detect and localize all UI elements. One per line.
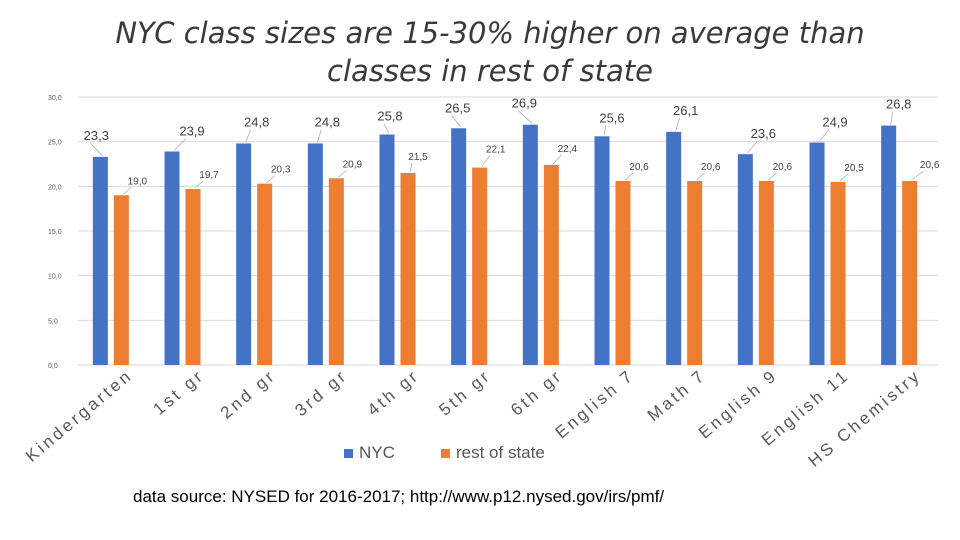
y-tick-label: 15,0 [48, 229, 62, 236]
y-tick-label: 30,0 [48, 95, 62, 102]
data-label-rest-of-state: 20,6 [629, 162, 649, 173]
x-tick-label: Math 7 [644, 366, 710, 426]
data-label-leader-nyc [316, 129, 322, 143]
data-label-leader-rest-of-state [768, 172, 777, 181]
chart-title: NYC class sizes are 15-30% higher on ave… [115, 16, 865, 88]
data-label-leader-nyc [890, 111, 894, 125]
data-label-rest-of-state: 21,5 [408, 152, 428, 163]
data-label-rest-of-state: 22,1 [486, 145, 506, 156]
x-tick-label: 6th gr [507, 366, 566, 420]
bar-rest-of-state [830, 181, 846, 365]
bar-nyc [737, 154, 753, 365]
data-label-nyc: 24,8 [244, 114, 269, 129]
x-tick-label: Kindergarten [22, 366, 136, 466]
bar-nyc [164, 151, 180, 365]
data-label-leader-rest-of-state [911, 170, 924, 181]
data-source-note: data source: NYSED for 2016-2017; http:/… [133, 487, 665, 506]
bar-rest-of-state [113, 195, 129, 365]
bar-rest-of-state [615, 180, 631, 365]
data-label-leader-nyc [245, 129, 251, 143]
bar-nyc [92, 156, 108, 365]
data-label-rest-of-state: 20,6 [701, 162, 721, 173]
bar-rest-of-state [758, 180, 774, 365]
bar-rest-of-state [472, 167, 488, 365]
bar-nyc [379, 134, 395, 365]
y-tick-label: 5,0 [48, 318, 58, 325]
data-label-leader-rest-of-state [696, 172, 705, 181]
bar-rest-of-state [257, 183, 273, 365]
data-label-leader-nyc [518, 110, 533, 124]
data-label-rest-of-state: 20,6 [773, 162, 793, 173]
data-label-leader-nyc [747, 140, 758, 154]
bar-nyc [809, 142, 825, 365]
bar-nyc [666, 131, 682, 365]
data-label-leader-nyc [603, 125, 607, 136]
data-label-leader-rest-of-state [266, 175, 275, 183]
data-label-nyc: 26,5 [445, 100, 470, 115]
bar-nyc [307, 143, 323, 365]
data-label-leader-rest-of-state [839, 173, 849, 182]
y-tick-label: 0,0 [48, 363, 58, 370]
bar-rest-of-state [400, 172, 416, 365]
legend-swatch-rest-of-state [441, 449, 450, 459]
data-label-rest-of-state: 20,5 [844, 163, 864, 174]
legend-label-nyc: NYC [359, 443, 395, 462]
data-label-leader-nyc [90, 142, 103, 157]
data-label-leader-nyc [675, 117, 681, 131]
y-tick-label: 25,0 [48, 140, 62, 147]
bar-rest-of-state [902, 180, 918, 365]
data-label-nyc: 24,9 [822, 115, 847, 130]
legend-item-rest-of-state: rest of state [441, 443, 545, 463]
data-label-nyc: 25,8 [377, 109, 402, 124]
bar-nyc [451, 128, 467, 365]
data-label-leader-rest-of-state [123, 187, 132, 195]
legend-label-rest-of-state: rest of state [456, 443, 545, 462]
data-label-nyc: 23,9 [179, 123, 204, 138]
bar-nyc [594, 136, 610, 365]
x-tick-label: 3rd gr [291, 366, 351, 421]
x-tick-label: English 7 [552, 366, 638, 443]
data-label-nyc: 24,8 [315, 114, 340, 129]
data-label-leader-nyc [818, 129, 830, 142]
y-tick-label: 10,0 [48, 274, 62, 281]
bar-rest-of-state [328, 178, 344, 365]
data-label-nyc: 26,1 [673, 103, 698, 118]
data-label-rest-of-state: 20,3 [271, 165, 291, 176]
x-tick-label: 1st gr [149, 366, 208, 419]
x-tick-label: 5th gr [435, 366, 494, 420]
data-label-leader-nyc [383, 123, 390, 134]
data-label-rest-of-state: 20,9 [343, 159, 363, 170]
data-label-leader-nyc [451, 115, 461, 128]
legend-swatch-nyc [344, 449, 353, 459]
bar-nyc [236, 143, 252, 365]
y-tick-label: 20,0 [48, 184, 62, 191]
data-label-rest-of-state: 19,0 [128, 176, 148, 187]
data-label-leader-rest-of-state [194, 180, 204, 189]
bar-rest-of-state [185, 189, 201, 365]
legend-item-nyc: NYC [344, 443, 395, 463]
data-label-leader-rest-of-state [338, 170, 347, 178]
data-label-nyc: 23,6 [751, 126, 776, 141]
data-label-nyc: 25,6 [599, 110, 624, 125]
x-tick-label: 2nd gr [217, 366, 280, 423]
data-label-nyc: 26,9 [512, 96, 537, 111]
data-label-rest-of-state: 22,4 [558, 144, 578, 155]
data-label-leader-rest-of-state [553, 154, 562, 165]
data-label-leader-rest-of-state [624, 172, 634, 181]
x-tick-label: 4th gr [364, 366, 423, 420]
bar-nyc [881, 125, 897, 365]
data-label-rest-of-state: 20,6 [920, 160, 940, 171]
data-label-nyc: 26,8 [886, 97, 911, 112]
data-label-leader-rest-of-state [409, 162, 413, 173]
bar-nyc [522, 124, 538, 366]
bar-rest-of-state [543, 164, 559, 365]
bar-rest-of-state [687, 180, 703, 365]
data-label-rest-of-state: 19,7 [199, 170, 219, 181]
data-label-nyc: 23,3 [84, 128, 109, 143]
data-label-leader-rest-of-state [481, 155, 490, 167]
data-label-leader-nyc [173, 138, 187, 151]
